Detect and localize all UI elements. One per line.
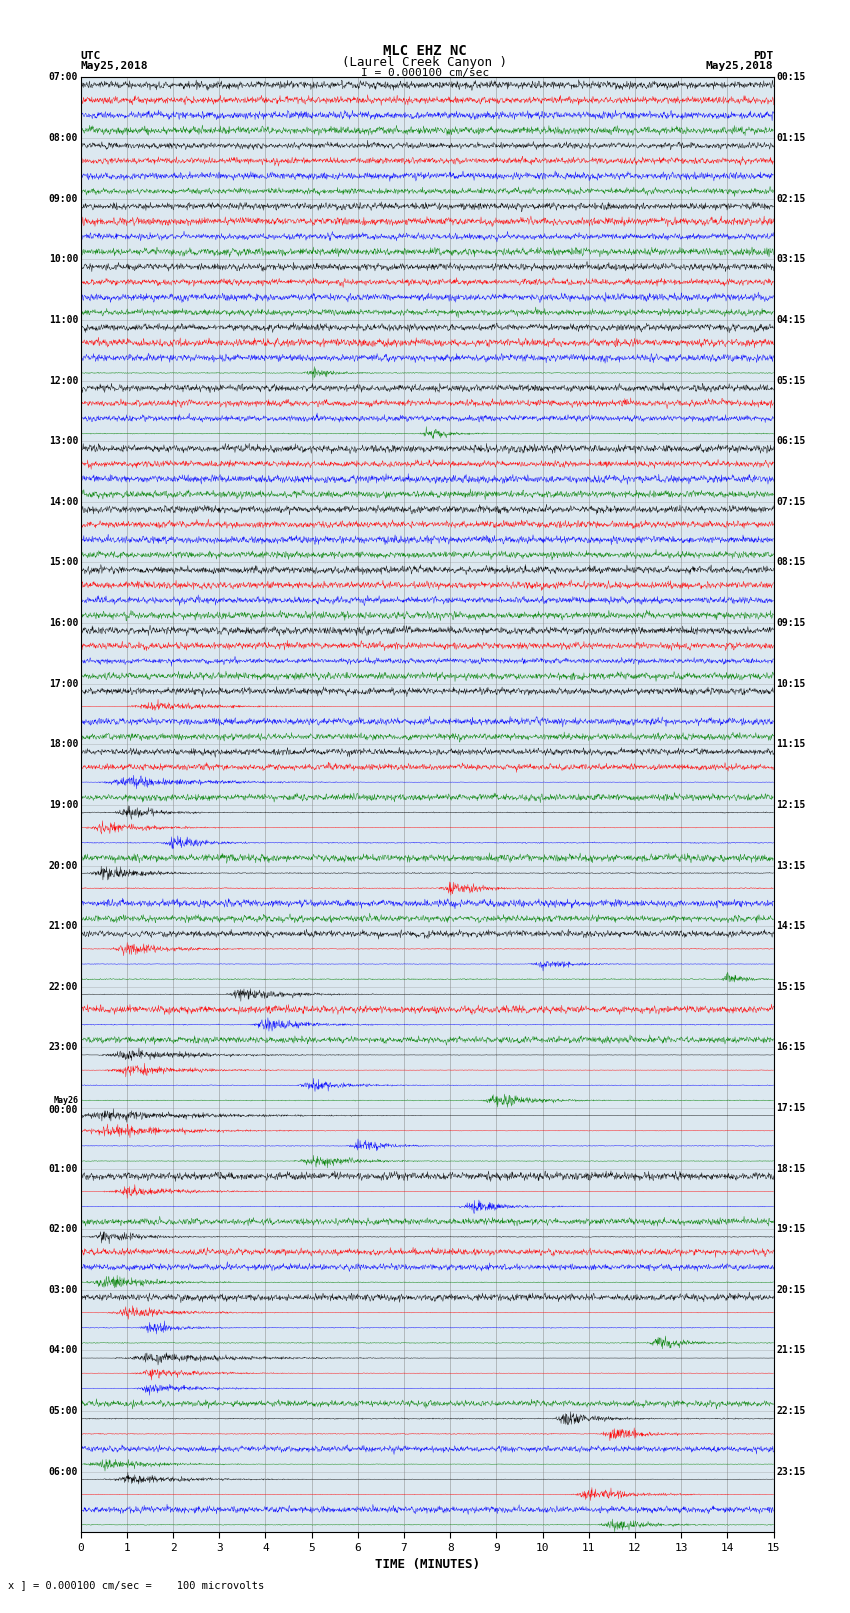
Text: 17:00: 17:00 [48, 679, 78, 689]
Text: 02:00: 02:00 [48, 1224, 78, 1234]
Text: 14:15: 14:15 [776, 921, 806, 931]
Text: 12:00: 12:00 [48, 376, 78, 386]
Text: 10:00: 10:00 [48, 255, 78, 265]
Text: 19:15: 19:15 [776, 1224, 806, 1234]
Text: 05:15: 05:15 [776, 376, 806, 386]
Text: 13:15: 13:15 [776, 860, 806, 871]
Text: PDT: PDT [753, 50, 774, 61]
Text: 22:15: 22:15 [776, 1407, 806, 1416]
Text: 05:00: 05:00 [48, 1407, 78, 1416]
Text: 21:15: 21:15 [776, 1345, 806, 1355]
Text: 17:15: 17:15 [776, 1103, 806, 1113]
Text: 19:00: 19:00 [48, 800, 78, 810]
Text: 12:15: 12:15 [776, 800, 806, 810]
Text: May25,2018: May25,2018 [706, 61, 774, 71]
Text: 09:15: 09:15 [776, 618, 806, 627]
Text: May25,2018: May25,2018 [81, 61, 148, 71]
Text: 18:15: 18:15 [776, 1163, 806, 1174]
Text: 21:00: 21:00 [48, 921, 78, 931]
Text: 15:00: 15:00 [48, 558, 78, 568]
Text: 08:00: 08:00 [48, 132, 78, 144]
Text: 06:00: 06:00 [48, 1466, 78, 1478]
Text: 22:00: 22:00 [48, 982, 78, 992]
X-axis label: TIME (MINUTES): TIME (MINUTES) [375, 1558, 479, 1571]
Text: 01:00: 01:00 [48, 1163, 78, 1174]
Text: 00:00: 00:00 [48, 1105, 78, 1115]
Text: 10:15: 10:15 [776, 679, 806, 689]
Text: 02:15: 02:15 [776, 194, 806, 203]
Text: 04:00: 04:00 [48, 1345, 78, 1355]
Text: 20:00: 20:00 [48, 860, 78, 871]
Text: 03:15: 03:15 [776, 255, 806, 265]
Text: x ] = 0.000100 cm/sec =    100 microvolts: x ] = 0.000100 cm/sec = 100 microvolts [8, 1581, 264, 1590]
Text: 11:00: 11:00 [48, 315, 78, 324]
Text: I = 0.000100 cm/sec: I = 0.000100 cm/sec [361, 68, 489, 77]
Text: 11:15: 11:15 [776, 739, 806, 750]
Text: 20:15: 20:15 [776, 1286, 806, 1295]
Text: 16:15: 16:15 [776, 1042, 806, 1052]
Text: 18:00: 18:00 [48, 739, 78, 750]
Text: 01:15: 01:15 [776, 132, 806, 144]
Text: UTC: UTC [81, 50, 101, 61]
Text: 08:15: 08:15 [776, 558, 806, 568]
Text: 04:15: 04:15 [776, 315, 806, 324]
Text: 13:00: 13:00 [48, 436, 78, 447]
Text: 14:00: 14:00 [48, 497, 78, 506]
Text: 03:00: 03:00 [48, 1286, 78, 1295]
Text: 16:00: 16:00 [48, 618, 78, 627]
Text: 09:00: 09:00 [48, 194, 78, 203]
Text: MLC EHZ NC: MLC EHZ NC [383, 44, 467, 58]
Text: 07:15: 07:15 [776, 497, 806, 506]
Text: May26: May26 [54, 1097, 78, 1105]
Text: 23:00: 23:00 [48, 1042, 78, 1052]
Text: 15:15: 15:15 [776, 982, 806, 992]
Text: 23:15: 23:15 [776, 1466, 806, 1478]
Text: 06:15: 06:15 [776, 436, 806, 447]
Text: 00:15: 00:15 [776, 73, 806, 82]
Text: 07:00: 07:00 [48, 73, 78, 82]
Text: (Laurel Creek Canyon ): (Laurel Creek Canyon ) [343, 55, 507, 69]
